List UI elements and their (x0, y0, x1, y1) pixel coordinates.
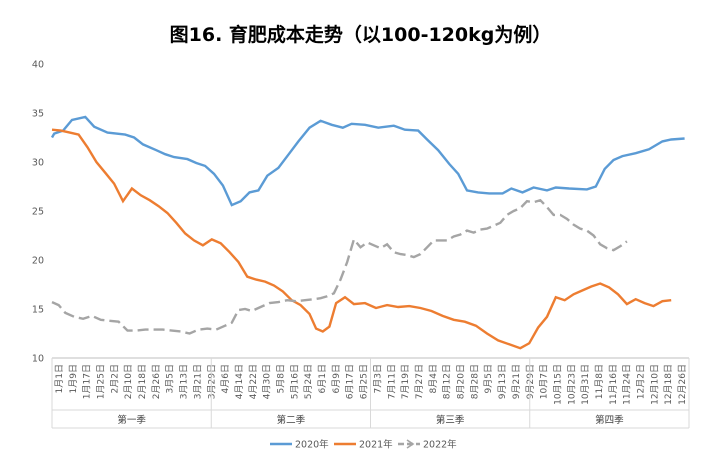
x-tick-label: 3月21日 (192, 364, 203, 399)
x-tick-label: 12月18日 (663, 364, 674, 405)
x-tick-label: 10月7日 (539, 364, 550, 399)
x-tick-label: 12月2日 (636, 364, 647, 399)
y-tick-label: 20 (32, 256, 44, 267)
x-tick-label: 5月8日 (275, 364, 286, 393)
x-tick-label: 6月25日 (359, 364, 370, 399)
x-tick-label: 7月19日 (400, 364, 411, 399)
x-tick-label: 10月23日 (566, 364, 577, 405)
x-tick-label: 4月6日 (220, 364, 231, 393)
x-tick-label: 6月9日 (331, 364, 342, 393)
x-tick-label: 2月18日 (137, 364, 148, 399)
x-tick-label: 8月20日 (456, 364, 467, 399)
chart-title: 图16. 育肥成本走势（以100-120kg为例） (169, 24, 552, 46)
x-tick-label: 8月12日 (442, 364, 453, 399)
x-tick-label: 2月2日 (109, 364, 120, 393)
x-tick-label: 4月30日 (262, 364, 273, 399)
season-label: 第三季 (436, 414, 465, 426)
legend-label: 2021年 (359, 439, 393, 451)
x-tick-label: 9月5日 (483, 364, 494, 393)
legend-marker (406, 439, 415, 449)
y-tick-label: 15 (32, 305, 44, 316)
x-tick-label: 4月14日 (234, 364, 245, 399)
x-tick-label: 12月26日 (677, 364, 688, 405)
y-tick-label: 40 (32, 60, 44, 71)
x-tick-label: 3月5日 (165, 364, 176, 393)
y-tick-label: 10 (32, 354, 44, 365)
x-tick-label: 7月27日 (414, 364, 425, 399)
season-label: 第一季 (117, 414, 146, 426)
x-tick-label: 12月10日 (649, 364, 660, 405)
series-line-1 (50, 115, 685, 207)
series-line-2 (51, 128, 672, 350)
y-tick-label: 30 (32, 158, 44, 169)
x-tick-label: 1月17日 (82, 364, 93, 399)
x-tick-label: 11月24日 (622, 364, 633, 405)
series-line-3 (51, 198, 628, 335)
x-tick-label: 4月22日 (248, 364, 259, 399)
legend-label: 2020年 (295, 439, 329, 451)
x-tick-label: 5月16日 (289, 364, 300, 399)
x-tick-label: 8月4日 (428, 364, 439, 393)
x-tick-label: 5月24日 (303, 364, 314, 399)
y-tick-label: 25 (32, 207, 44, 218)
x-tick-label: 2月26日 (151, 364, 162, 399)
x-tick-label: 1月9日 (68, 364, 79, 393)
x-tick-label: 3月13日 (179, 364, 190, 399)
x-tick-label: 10月31日 (580, 364, 591, 405)
legend-label: 2022年 (423, 439, 457, 451)
x-tick-label: 11月16日 (608, 364, 619, 405)
x-tick-label: 7月11日 (386, 364, 397, 399)
x-tick-label: 6月17日 (345, 364, 356, 399)
x-tick-label: 11月8日 (594, 364, 605, 399)
x-tick-label: 9月21日 (511, 364, 522, 399)
x-tick-label: 6月1日 (317, 364, 328, 393)
x-tick-label: 7月3日 (372, 364, 383, 393)
season-label: 第四季 (595, 414, 624, 426)
x-tick-label: 8月28日 (469, 364, 480, 399)
x-tick-label: 1月1日 (54, 364, 65, 393)
x-tick-label: 1月25日 (95, 364, 106, 399)
x-tick-label: 2月10日 (123, 364, 134, 399)
x-tick-label: 10月15日 (552, 364, 563, 405)
season-label: 第二季 (277, 414, 306, 426)
x-tick-label: 9月13日 (497, 364, 508, 399)
y-tick-label: 35 (32, 109, 44, 120)
